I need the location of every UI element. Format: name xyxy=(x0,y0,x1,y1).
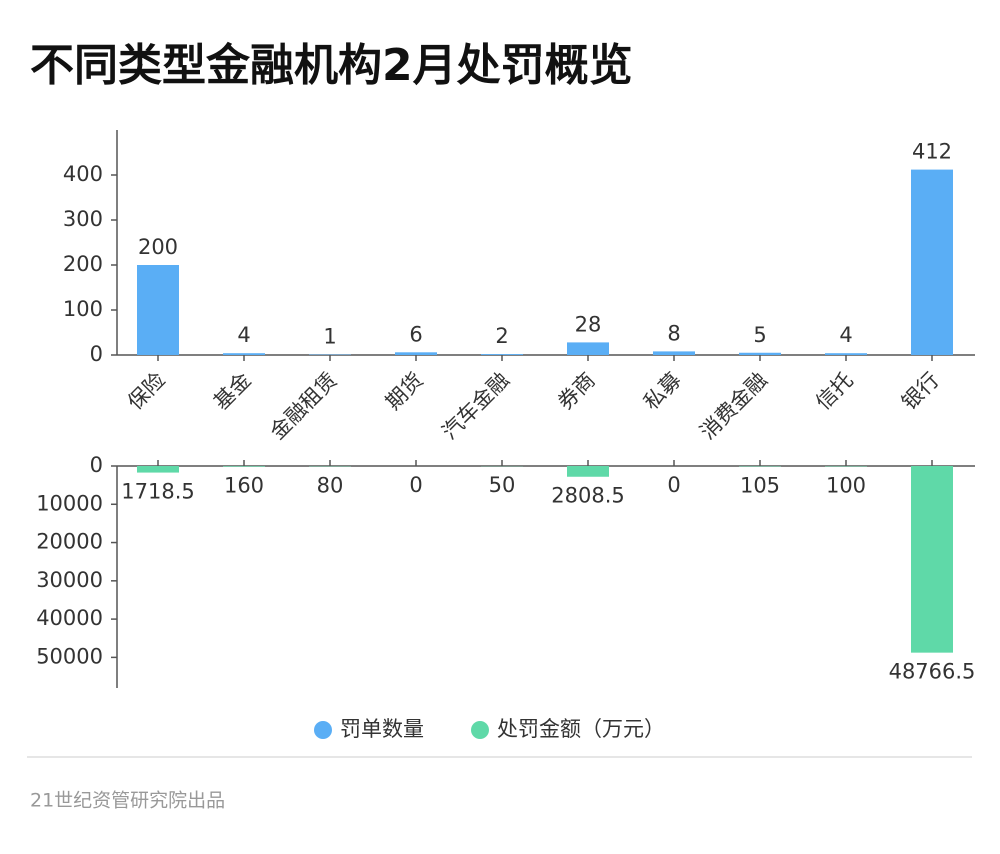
y-tick-label: 100 xyxy=(63,297,103,321)
legend-label: 罚单数量 xyxy=(340,717,424,741)
value-label: 100 xyxy=(826,473,866,497)
y-tick-label: 200 xyxy=(63,252,103,276)
x-tick-label: 汽车金融 xyxy=(437,368,513,444)
value-label: 80 xyxy=(317,473,344,497)
x-tick-label: 私募 xyxy=(639,368,686,415)
x-tick-label: 信托 xyxy=(811,368,858,415)
y-tick-label: 400 xyxy=(63,162,103,186)
bar xyxy=(137,466,179,473)
y2-tick-label: 10000 xyxy=(36,491,103,515)
y2-tick-label: 0 xyxy=(90,453,103,477)
value-label: 2808.5 xyxy=(551,484,624,508)
bar xyxy=(911,466,953,653)
value-label: 48766.5 xyxy=(889,660,976,684)
legend-marker xyxy=(314,721,332,739)
footer: 21世纪资管研究院出品 xyxy=(30,790,225,812)
legend-marker xyxy=(471,721,489,739)
bar xyxy=(137,265,179,355)
value-label: 412 xyxy=(912,140,952,164)
bar xyxy=(739,353,781,355)
x-tick-label: 券商 xyxy=(553,368,600,415)
x-tick-label: 基金 xyxy=(209,368,256,415)
value-label: 0 xyxy=(667,473,680,497)
x-tick-label: 消费金融 xyxy=(695,368,771,444)
value-label: 160 xyxy=(224,474,264,498)
bar xyxy=(567,342,609,355)
chart-title: 不同类型金融机构2月处罚概览 xyxy=(30,40,633,91)
value-label: 2 xyxy=(495,324,508,348)
y2-tick-label: 50000 xyxy=(36,644,103,668)
bar xyxy=(567,466,609,477)
bar xyxy=(653,351,695,355)
value-label: 4 xyxy=(839,323,852,347)
value-label: 5 xyxy=(753,323,766,347)
value-label: 6 xyxy=(409,322,422,346)
bar xyxy=(223,353,265,355)
value-label: 105 xyxy=(740,473,780,497)
bar xyxy=(911,170,953,355)
value-label: 0 xyxy=(409,473,422,497)
y-tick-label: 0 xyxy=(90,342,103,366)
y-tick-label: 300 xyxy=(63,207,103,231)
bar xyxy=(825,353,867,355)
bar xyxy=(223,466,265,467)
legend-label: 处罚金额（万元） xyxy=(497,717,665,741)
x-tick-label: 期货 xyxy=(381,368,428,415)
y2-tick-label: 30000 xyxy=(36,568,103,592)
value-label: 1 xyxy=(323,325,336,349)
value-label: 4 xyxy=(237,323,250,347)
bar xyxy=(481,354,523,355)
value-label: 1718.5 xyxy=(121,480,194,504)
x-tick-label: 银行 xyxy=(897,368,944,415)
bar xyxy=(395,352,437,355)
y2-tick-label: 20000 xyxy=(36,530,103,554)
value-label: 200 xyxy=(138,235,178,259)
y2-tick-label: 40000 xyxy=(36,606,103,630)
x-tick-label: 保险 xyxy=(123,368,170,415)
value-label: 8 xyxy=(667,321,680,345)
value-label: 50 xyxy=(489,473,516,497)
value-label: 28 xyxy=(575,312,602,336)
x-tick-label: 金融租赁 xyxy=(265,368,341,444)
